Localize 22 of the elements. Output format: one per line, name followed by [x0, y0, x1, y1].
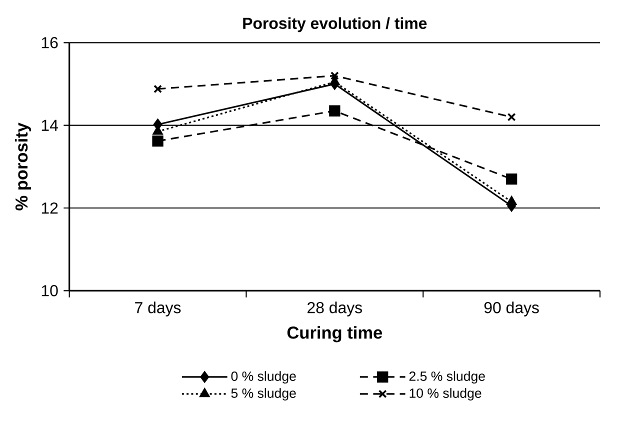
x-tick-label: 90 days: [484, 302, 539, 316]
point: [330, 76, 340, 86]
point: [507, 112, 516, 122]
chart-title: Porosity evolution / time: [243, 17, 427, 32]
legend-label: 5 % sludge: [231, 388, 296, 400]
y-tick-label: 12: [42, 202, 58, 214]
y-tick-label: 14: [42, 120, 58, 131]
point: [154, 84, 162, 94]
legend-label: 2.5 % sludge: [409, 371, 485, 384]
legend-label: 0 % sludge: [231, 371, 296, 384]
point: [506, 173, 518, 185]
point: [506, 196, 517, 206]
y-tick-label: 10: [42, 285, 58, 296]
point: [329, 105, 340, 116]
x-axis-title: Curing time: [287, 326, 382, 342]
y-tick-label: 16: [42, 37, 58, 48]
point: [330, 72, 339, 80]
y-axis-title: % porosity: [14, 122, 32, 210]
legend-label: 10 % sludge: [410, 388, 482, 400]
x-tick-label: 7 days: [135, 302, 181, 316]
x-tick-label: 28 days: [308, 302, 362, 316]
point: [152, 135, 164, 147]
